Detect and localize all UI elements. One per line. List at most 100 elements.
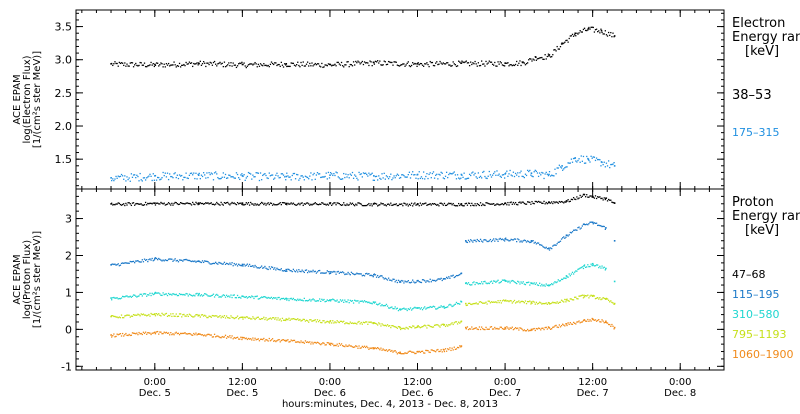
data-point [152,180,153,181]
y-axis-label-line: [1/(cm²s ster MeV)] [32,51,43,148]
data-point [497,300,498,301]
y-tick-label: 3.5 [55,21,73,34]
data-point [493,65,494,66]
data-point [564,238,565,239]
data-point [358,345,359,346]
data-point [396,203,397,204]
data-point [236,263,237,264]
data-point [598,30,599,31]
data-point [133,261,134,262]
data-point [343,202,344,203]
data-point [287,339,288,340]
data-point [495,175,496,176]
data-point [382,177,383,178]
data-point [354,64,355,65]
data-point [594,197,595,198]
data-point [605,321,607,323]
data-point [494,327,495,328]
data-point [481,326,482,327]
data-point [296,270,297,271]
data-point [175,64,176,65]
data-point [447,325,448,326]
data-point [335,345,336,346]
data-point [607,200,608,201]
data-point [280,202,281,203]
data-point [129,263,130,264]
data-point [217,295,218,296]
data-point [588,297,589,298]
data-point [229,262,230,263]
data-point [503,174,504,175]
data-point [607,322,608,323]
data-point [237,265,238,266]
data-point [590,320,591,321]
data-point [571,35,572,36]
data-point [319,270,320,271]
data-point [430,203,431,204]
data-point [408,205,409,206]
data-point [349,66,350,67]
data-point [275,317,276,318]
data-point [307,320,308,321]
data-point [263,267,264,268]
data-point [307,62,308,63]
data-point [352,172,353,173]
data-point [451,322,452,323]
data-point [527,170,528,171]
data-point [230,337,231,338]
data-point [372,303,373,304]
data-point [169,334,170,335]
data-point [570,201,571,202]
data-point [309,63,310,64]
data-point [392,65,393,66]
data-point [534,328,535,329]
data-point [229,296,230,297]
data-point [489,171,490,172]
data-point [254,319,255,320]
data-point [127,179,128,180]
data-point [489,283,490,284]
legend-entry: 795–1193 [732,328,787,341]
data-point [154,202,156,204]
data-point [421,205,422,206]
data-point [226,338,227,339]
data-point [216,65,217,66]
data-point [256,63,257,64]
data-point [572,272,573,273]
data-point [444,203,445,204]
data-point [158,313,159,314]
data-point [212,173,213,174]
data-point [167,260,168,261]
data-point [567,199,568,200]
data-point [338,62,339,63]
data-point [544,54,545,55]
data-point [467,305,468,306]
data-point [122,333,123,334]
data-point [314,173,315,174]
data-point [412,279,413,280]
data-point [170,313,171,314]
data-point [415,63,416,64]
data-point [368,273,369,274]
data-point [329,64,331,66]
data-point [442,351,443,352]
data-point [451,204,452,205]
data-point [342,178,343,179]
data-point [497,280,498,281]
data-point [235,178,236,179]
data-point [167,203,168,204]
data-point [229,204,230,205]
data-point [483,171,484,172]
data-point [401,203,402,204]
data-point [525,300,526,301]
data-point [120,317,121,318]
data-point [190,203,191,204]
data-point [387,324,388,325]
data-point [142,295,143,296]
data-point [577,160,578,161]
data-point [172,261,173,262]
data-point [246,67,247,68]
data-point [252,296,253,297]
data-point [499,63,500,64]
data-point [583,265,585,267]
